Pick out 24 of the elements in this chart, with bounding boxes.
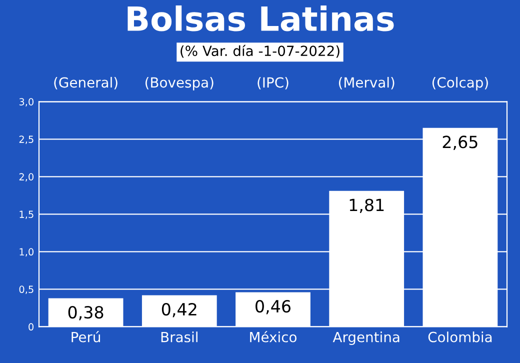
- data-label: 0,38: [68, 306, 104, 320]
- x-tick-label: Colombia: [428, 332, 492, 342]
- y-tick-label: 2,5: [19, 136, 34, 144]
- y-tick-label: 0,5: [19, 286, 34, 294]
- data-label: 0,46: [256, 300, 291, 314]
- y-tick-label: 2,0: [19, 173, 34, 182]
- x-tick-label: México: [250, 331, 296, 342]
- x-tick-label: Perú: [72, 331, 100, 342]
- x-tick-label: Brasil: [161, 332, 198, 342]
- y-tick-label: 1,0: [20, 248, 34, 257]
- data-label: 0,42: [162, 302, 196, 318]
- y-tick-label: 3,0: [19, 98, 34, 106]
- text: (Merval): [338, 76, 394, 90]
- y-tick-label: 0: [28, 323, 34, 331]
- chart-subtitle: (% Var. día -1-07-2022): [180, 44, 340, 58]
- text: (Bovespa): [145, 76, 214, 90]
- data-label: 2,65: [442, 136, 478, 150]
- y-tick-label: 1,5: [20, 210, 34, 219]
- text: (General): [54, 76, 118, 90]
- chart-title: Bolsas Latinas: [128, 5, 394, 32]
- data-label: 1,81: [350, 198, 384, 213]
- text: (Colcap): [432, 76, 488, 90]
- text: (IPC): [258, 76, 288, 90]
- x-tick-label: Argentina: [332, 332, 400, 346]
